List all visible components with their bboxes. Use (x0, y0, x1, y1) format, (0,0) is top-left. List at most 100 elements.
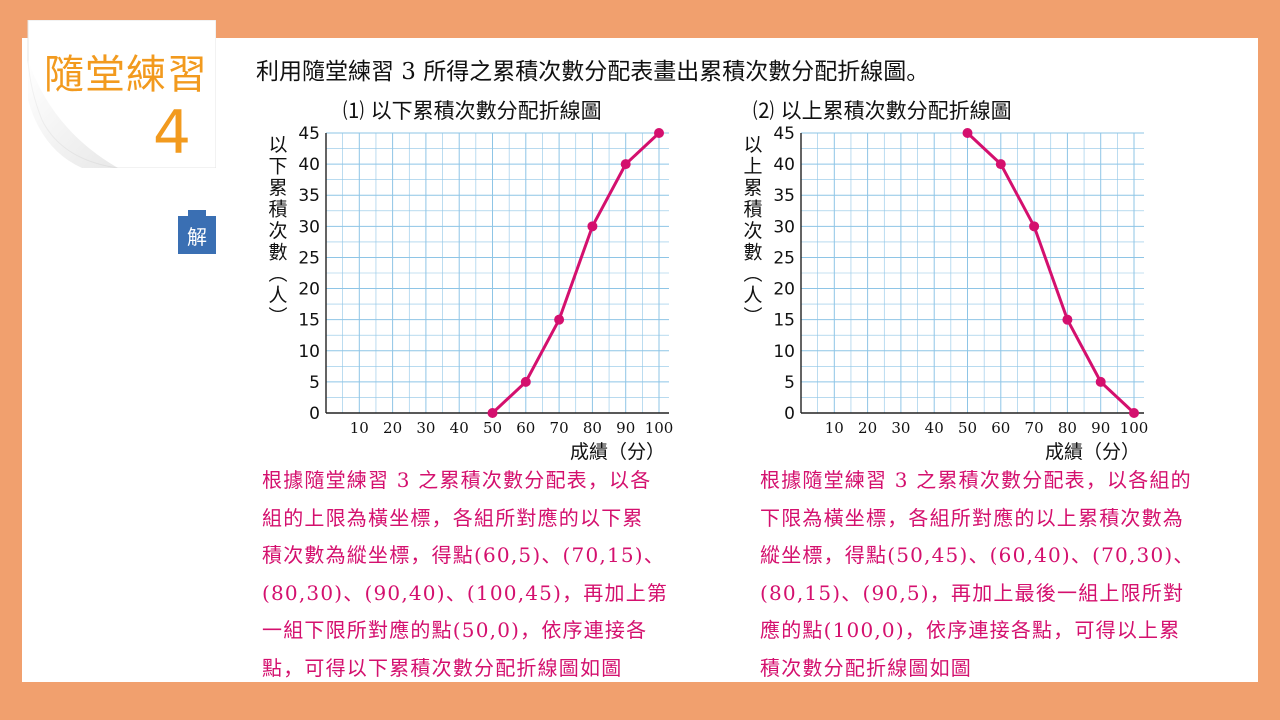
explanation-line: 一組下限所對應的點(50,0)，依序連接各 (262, 618, 648, 642)
question-text: 利用隨堂練習 3 所得之累積次數分配表畫出累積次數分配折線圖。 (256, 59, 930, 85)
y-axis-label-char: ︶ (268, 306, 287, 328)
y-tick-label: 25 (298, 248, 320, 268)
chart2-title: ⑵ 以上累積次數分配折線圖 (753, 99, 1012, 123)
data-point (1095, 376, 1106, 387)
y-tick-label: 35 (773, 186, 795, 206)
practice-badge: 隨堂練習 4 (22, 20, 216, 168)
x-tick-label: 90 (616, 419, 635, 437)
explanation-line: (80,30)、(90,40)、(100,45)，再加上第 (262, 580, 669, 605)
data-point (487, 408, 498, 418)
data-point (654, 128, 665, 138)
y-axis-label-char: 以 (743, 134, 762, 156)
explanation-line: (80,15)、(90,5)，再加上最後一組上限所對 (760, 580, 1185, 605)
explanation-line: 組的上限為橫坐標，各組所對應的以下累 (262, 505, 644, 530)
x-tick-label: 10 (350, 419, 369, 437)
badge-title: 隨堂練習 (44, 52, 208, 98)
solution-tag: 解 (178, 210, 216, 254)
data-point (620, 159, 631, 170)
data-point (1062, 314, 1073, 325)
x-axis-label: 成績（分） (1045, 441, 1140, 463)
y-axis-label-char: 次 (268, 220, 287, 242)
y-tick-label: 20 (298, 280, 320, 300)
y-tick-label: 10 (773, 342, 795, 362)
explanation-line: 應的點(100,0)，依序連接各點，可得以上累 (760, 618, 1181, 642)
explanation-line: 積次數分配折線圖如圖 (760, 655, 972, 680)
x-tick-label: 60 (516, 419, 535, 437)
x-tick-label: 90 (1091, 419, 1110, 437)
y-axis-label-char: 人 (743, 285, 762, 307)
y-tick-label: 5 (784, 373, 795, 393)
x-tick-label: 50 (483, 419, 502, 437)
chart-below-cumulative: 0 5 10 15 20 25 30 35 40 45 10 20 30 40 50 60 70 80 90 100 以… (268, 124, 674, 463)
x-axis-label: 成績（分） (570, 441, 665, 463)
y-tick-label: 15 (773, 311, 795, 331)
explanation-above: 根據隨堂練習 3 之累積次數分配表，以各組的 下限為橫坐標，各組所對應的以上累積… (760, 462, 1250, 687)
x-tick-label: 20 (383, 419, 402, 437)
x-tick-label: 80 (583, 419, 602, 437)
x-tick-label: 100 (1120, 419, 1149, 437)
explanation-line: 點，可得以下累積次數分配折線圖如圖 (262, 655, 623, 680)
y-tick-label: 35 (298, 186, 320, 206)
chart1-title: ⑴ 以下累積次數分配折線圖 (343, 99, 602, 123)
y-tick-label: 20 (773, 280, 795, 300)
series-line (491, 131, 661, 415)
y-axis-label-char: 數 (268, 242, 287, 264)
y-axis-label-char: 數 (743, 242, 762, 264)
x-tick-label: 80 (1058, 419, 1077, 437)
chart-above-cumulative: 0 5 10 15 20 25 30 35 40 45 10 20 30 40 50 60 70 80 90 100 以… (743, 124, 1149, 463)
data-point (995, 159, 1006, 170)
y-tick-label: 30 (298, 217, 320, 237)
y-axis-label-char: 次 (743, 220, 762, 242)
x-tick-label: 70 (1025, 419, 1044, 437)
y-tick-label: 40 (298, 155, 320, 175)
x-tick-label: 60 (991, 419, 1010, 437)
data-point (962, 128, 973, 138)
y-axis-label-char: ︶ (743, 306, 762, 328)
series-line (966, 131, 1136, 415)
y-tick-label: 5 (309, 373, 320, 393)
explanation-below: 根據隨堂練習 3 之累積次數分配表，以各 組的上限為橫坐標，各組所對應的以下累 … (262, 462, 724, 687)
slide-panel (22, 38, 1258, 682)
y-axis-label-char: 以 (268, 134, 287, 156)
solution-tag-label: 解 (178, 216, 216, 254)
y-tick-label: 10 (298, 342, 320, 362)
explanation-line: 根據隨堂練習 3 之累積次數分配表，以各 (262, 468, 652, 492)
x-tick-label: 70 (550, 419, 569, 437)
data-point (1029, 221, 1040, 232)
data-point (520, 376, 531, 387)
y-axis-label-char: 積 (743, 199, 762, 221)
data-point (554, 314, 565, 325)
explanation-line: 根據隨堂練習 3 之累積次數分配表，以各組的 (760, 468, 1192, 492)
y-tick-label: 0 (309, 404, 320, 424)
x-tick-label: 30 (891, 419, 910, 437)
x-tick-label: 40 (925, 419, 944, 437)
explanation-line: 縱坐標，得點(50,45)、(60,40)、(70,30)、 (760, 543, 1195, 567)
x-tick-label: 100 (645, 419, 674, 437)
x-tick-label: 40 (450, 419, 469, 437)
y-tick-label: 40 (773, 155, 795, 175)
y-axis-label-char: 累 (743, 177, 762, 199)
solution-tag-cap (188, 210, 206, 216)
x-tick-label: 30 (416, 419, 435, 437)
y-axis-label-char: 人 (268, 285, 287, 307)
x-tick-label: 10 (825, 419, 844, 437)
y-tick-label: 45 (298, 124, 320, 144)
y-axis-label-char: 下 (268, 156, 287, 178)
data-point (1129, 408, 1140, 418)
y-axis-label-char: ︵ (268, 263, 287, 285)
y-axis-label-char: ︵ (743, 263, 762, 285)
x-tick-label: 50 (958, 419, 977, 437)
y-axis-label-char: 上 (743, 156, 762, 178)
y-axis-label-char: 積 (268, 199, 287, 221)
curled-paper-icon (27, 20, 216, 168)
data-point (587, 221, 598, 232)
y-tick-label: 0 (784, 404, 795, 424)
y-tick-label: 30 (773, 217, 795, 237)
y-tick-label: 45 (773, 124, 795, 144)
x-tick-label: 20 (858, 419, 877, 437)
explanation-line: 下限為橫坐標，各組所對應的以上累積次數為 (760, 505, 1184, 530)
y-axis-label-char: 累 (268, 177, 287, 199)
y-tick-label: 25 (773, 248, 795, 268)
explanation-line: 積次數為縱坐標，得點(60,5)、(70,15)、 (262, 543, 665, 567)
badge-number: 4 (152, 98, 192, 168)
